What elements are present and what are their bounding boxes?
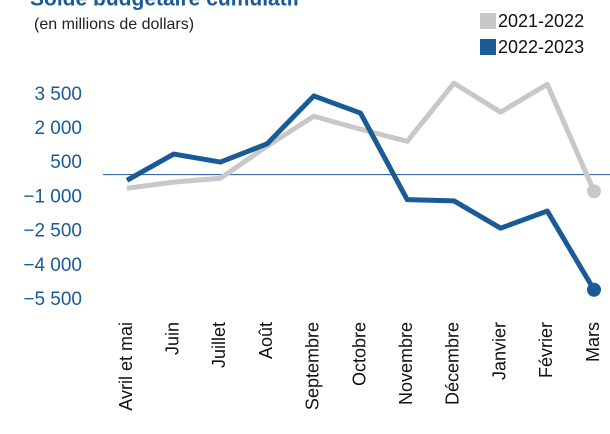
series-line bbox=[126, 80, 597, 193]
chart-title: Solde budgétaire cumulatif bbox=[30, 0, 301, 11]
y-tick-label: 3 500 bbox=[34, 84, 82, 105]
end-marker bbox=[587, 184, 601, 199]
x-tick-label: Septembre bbox=[303, 322, 323, 410]
end-marker bbox=[587, 282, 601, 297]
x-tick-label: Janvier bbox=[489, 322, 509, 380]
x-tick-label: Août bbox=[256, 322, 276, 359]
legend-swatch bbox=[480, 13, 496, 29]
y-tick-label: −1 000 bbox=[23, 186, 82, 207]
series-line bbox=[125, 93, 597, 292]
legend-label: 2022-2023 bbox=[498, 37, 584, 57]
x-tick-label: Juillet bbox=[209, 322, 229, 368]
y-tick-label: −5 500 bbox=[23, 289, 82, 310]
x-tick-label: Mars bbox=[583, 322, 603, 362]
y-tick-label: −4 000 bbox=[23, 255, 82, 276]
x-tick-label: Décembre bbox=[443, 322, 463, 405]
legend-swatch bbox=[480, 39, 496, 55]
x-tick-label: Octobre bbox=[349, 322, 369, 386]
x-tick-label: Avril et mai bbox=[116, 322, 136, 411]
x-tick-label: Novembre bbox=[396, 322, 416, 405]
y-tick-label: 500 bbox=[50, 152, 82, 173]
x-tick-label: Juin bbox=[162, 322, 182, 355]
legend-label: 2021-2022 bbox=[498, 11, 584, 31]
y-tick-label: 2 000 bbox=[34, 118, 82, 139]
chart-subtitle: (en millions de dollars) bbox=[34, 16, 194, 33]
y-tick-label: −2 500 bbox=[23, 221, 82, 242]
x-tick-label: Février bbox=[536, 322, 556, 378]
